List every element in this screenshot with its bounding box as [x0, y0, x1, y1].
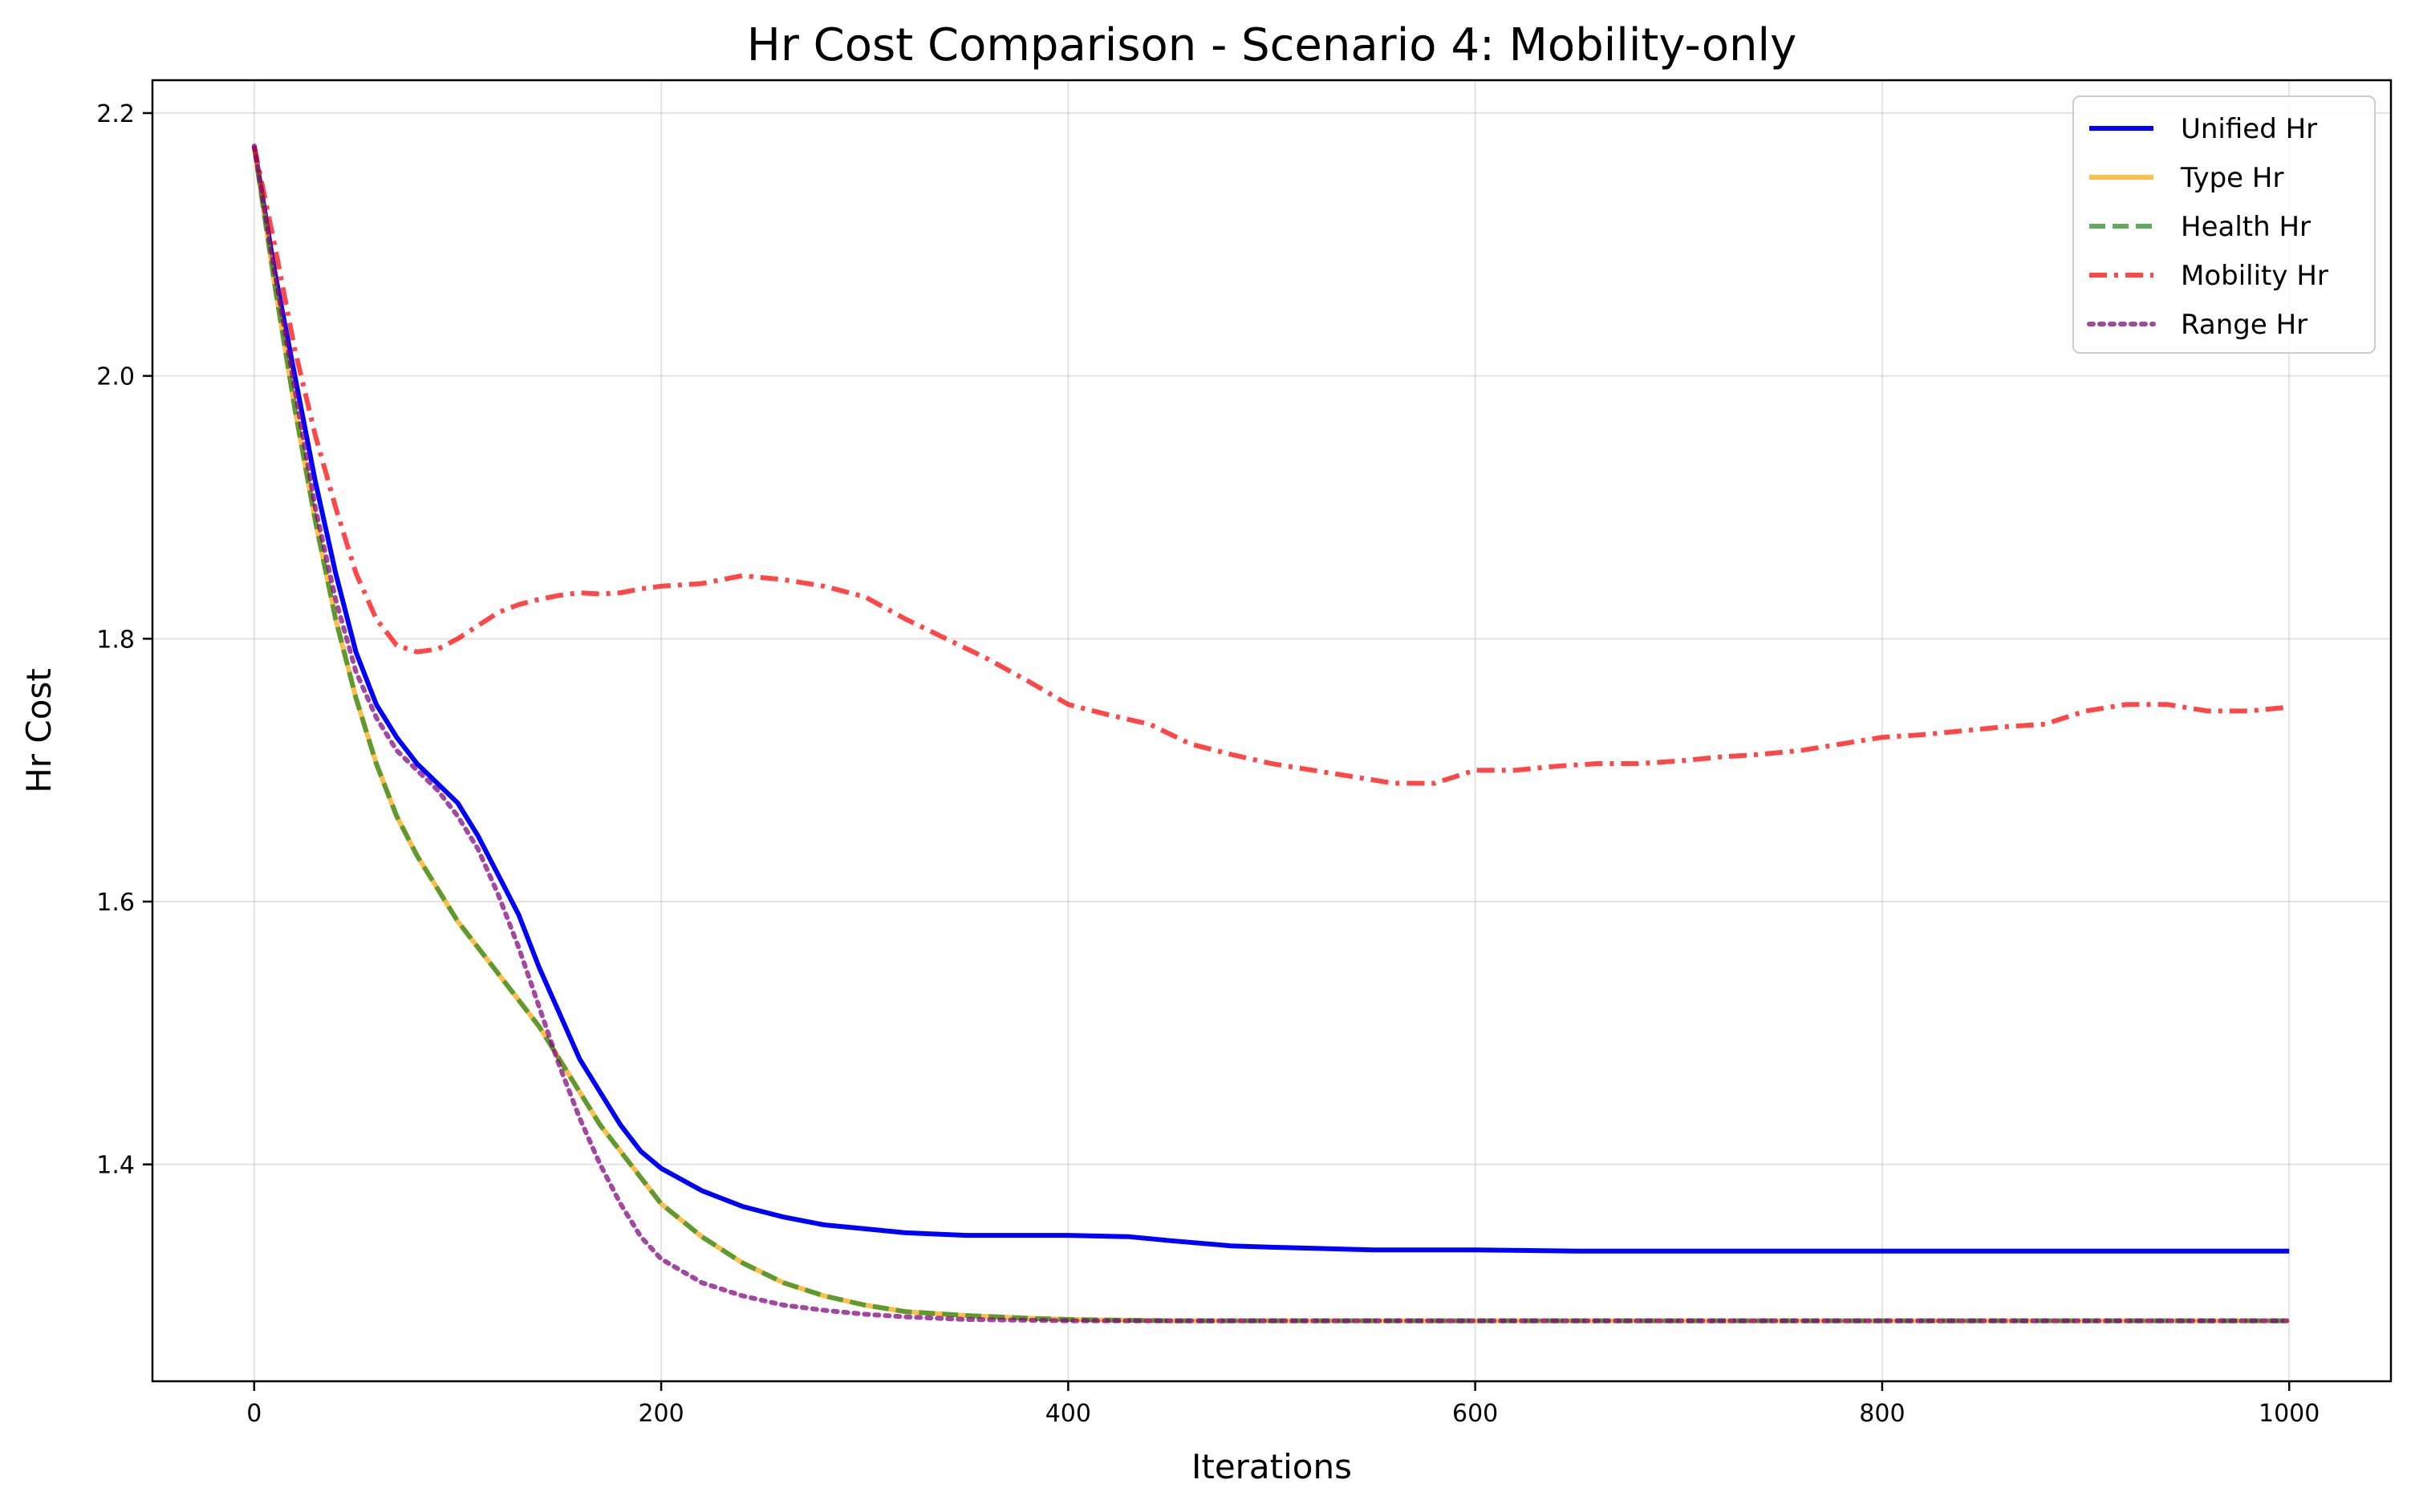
- y-axis-label: Hr Cost: [19, 668, 59, 793]
- x-tick-label: 200: [638, 1400, 684, 1428]
- y-tick-label: 1.8: [96, 626, 135, 654]
- series-line-range-hr: [251, 143, 2292, 1324]
- legend-label: Mobility Hr: [2181, 260, 2328, 292]
- legend-box: [2072, 95, 2376, 354]
- y-tick-label: 1.4: [96, 1152, 135, 1180]
- y-tick-label: 1.6: [96, 889, 135, 917]
- legend: Unified Hr Type Hr Health Hr Mobility Hr Ran…: [2072, 95, 2376, 354]
- x-axis-label: Iterations: [1191, 1447, 1352, 1486]
- y-tick-label: 2.0: [96, 363, 135, 391]
- x-tick-label: 600: [1452, 1400, 1498, 1428]
- legend-label: Type Hr: [2180, 162, 2283, 194]
- x-tick-label: 0: [246, 1400, 262, 1428]
- legend-label: Health Hr: [2181, 211, 2311, 243]
- series-line-health-hr: [251, 145, 2290, 1324]
- series-line-unified-hr: [251, 145, 2290, 1254]
- ticks-layer: 0 200 400 600 800 1000 1.4 1.6 1.8 2.0 2.2: [96, 100, 2320, 1428]
- lines-layer: [251, 143, 2292, 1324]
- y-tick-label: 2.2: [96, 100, 135, 128]
- legend-label: Unified Hr: [2181, 113, 2317, 145]
- x-tick-label: 800: [1859, 1400, 1905, 1428]
- chart-title: Hr Cost Comparison - Scenario 4: Mobilit…: [747, 19, 1796, 71]
- x-tick-label: 400: [1045, 1400, 1091, 1428]
- x-tick-label: 1000: [2259, 1400, 2320, 1428]
- series-line-mobility-hr: [251, 145, 2290, 786]
- legend-label: Range Hr: [2181, 309, 2307, 341]
- plot-area-frame: [151, 79, 2393, 1383]
